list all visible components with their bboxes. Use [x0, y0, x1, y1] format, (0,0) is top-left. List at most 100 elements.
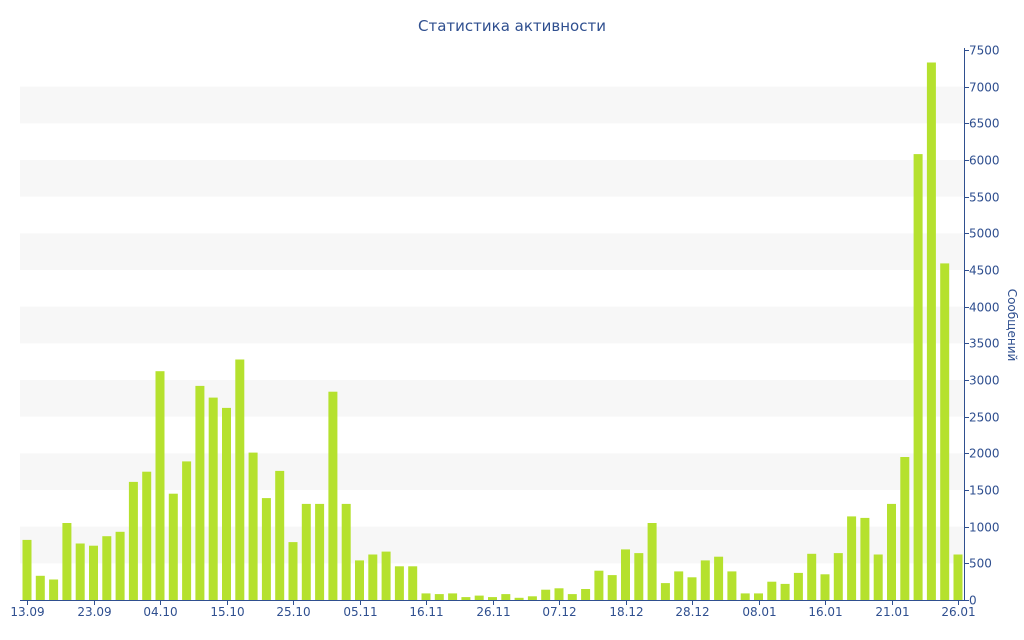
y-tick-label: 5500	[969, 191, 1000, 205]
y-tick-label: 0	[969, 594, 977, 608]
bar	[368, 554, 378, 600]
x-tick-label: 04.10	[143, 605, 177, 619]
bar	[461, 597, 471, 600]
grid-band	[20, 380, 964, 417]
y-tick-label: 2000	[969, 447, 1000, 461]
x-tick-label: 28.12	[675, 605, 709, 619]
bar	[780, 583, 790, 600]
y-axis-label: Сообщений	[1005, 289, 1019, 362]
bar	[35, 575, 45, 600]
bar	[248, 452, 258, 600]
x-tick-label: 26.11	[476, 605, 510, 619]
bar	[833, 553, 843, 600]
bar	[341, 503, 351, 600]
bar	[49, 579, 59, 600]
bar	[168, 493, 178, 600]
bar	[674, 571, 684, 600]
bar	[328, 391, 338, 600]
bar	[89, 545, 98, 600]
bar	[394, 566, 404, 600]
y-tick-label: 7000	[969, 81, 1000, 95]
bar	[514, 597, 524, 600]
axes: 0 500 1000 1500 2000 2500 3000 3500 4000 4500 5000…	[10, 44, 999, 620]
bar	[581, 589, 591, 600]
bar	[315, 503, 325, 600]
y-tick-label: 3000	[969, 374, 1000, 388]
bar	[820, 574, 830, 600]
x-tick-label: 13.09	[10, 605, 44, 619]
y-tick-label: 5000	[969, 227, 1000, 241]
bar	[754, 593, 763, 600]
bar	[275, 470, 285, 600]
bar	[434, 594, 444, 600]
bar	[128, 481, 138, 600]
bar	[182, 461, 192, 600]
bar	[621, 549, 630, 600]
bar	[740, 593, 750, 600]
bar	[660, 583, 670, 600]
grid-band	[20, 233, 964, 270]
bar	[807, 553, 817, 600]
bar	[261, 498, 271, 600]
y-tick-label: 3500	[969, 337, 1000, 351]
bar	[714, 556, 724, 600]
bar	[940, 263, 950, 600]
bar	[554, 588, 564, 600]
bar	[22, 539, 32, 600]
grid-band	[20, 306, 964, 344]
bar	[860, 517, 870, 600]
bar	[767, 581, 777, 600]
bar	[687, 577, 697, 600]
bar	[594, 570, 604, 600]
x-tick-label: 21.01	[875, 605, 909, 619]
bar	[567, 594, 577, 600]
y-tick-label: 6000	[969, 154, 1000, 168]
bar	[155, 371, 165, 600]
bar	[887, 503, 896, 600]
y-tick-label: 6500	[969, 117, 1000, 131]
bar	[75, 543, 85, 600]
bar	[607, 575, 617, 600]
x-tick-label: 15.10	[210, 605, 244, 619]
bar	[700, 560, 710, 600]
bar	[541, 589, 551, 600]
y-tick-label: 1000	[969, 521, 1000, 535]
grid-band	[20, 160, 964, 197]
bar	[288, 542, 298, 600]
bar	[421, 593, 431, 600]
x-tick-label: 05.11	[343, 605, 377, 619]
y-tick-label: 500	[969, 557, 992, 571]
bar	[208, 397, 218, 600]
grid-band	[20, 453, 964, 490]
bar	[195, 385, 205, 600]
x-tick-label: 16.01	[808, 605, 842, 619]
bar	[647, 523, 657, 600]
x-tick-label: 26.01	[941, 605, 975, 619]
y-tick-label: 1500	[969, 484, 1000, 498]
x-tick-label: 18.12	[609, 605, 643, 619]
y-tick-label: 4500	[969, 264, 1000, 278]
bar	[953, 554, 963, 600]
bar	[102, 536, 112, 600]
bar	[301, 503, 311, 600]
bar	[235, 359, 245, 600]
bar	[115, 531, 125, 600]
bar	[488, 597, 497, 600]
y-tick-label: 4000	[969, 301, 1000, 315]
bar	[847, 516, 857, 600]
chart-title: Статистика активности	[418, 17, 606, 35]
bar	[448, 593, 458, 600]
bar	[727, 571, 737, 600]
bar	[913, 154, 923, 600]
bar	[900, 457, 910, 600]
y-tick-label: 2500	[969, 411, 1000, 425]
grid-band	[20, 86, 964, 124]
bar	[501, 594, 511, 600]
bar	[474, 595, 484, 600]
x-tick-label: 16.11	[409, 605, 443, 619]
x-tick-label: 08.01	[742, 605, 776, 619]
x-tick-label: 07.12	[542, 605, 576, 619]
bar	[142, 471, 152, 600]
